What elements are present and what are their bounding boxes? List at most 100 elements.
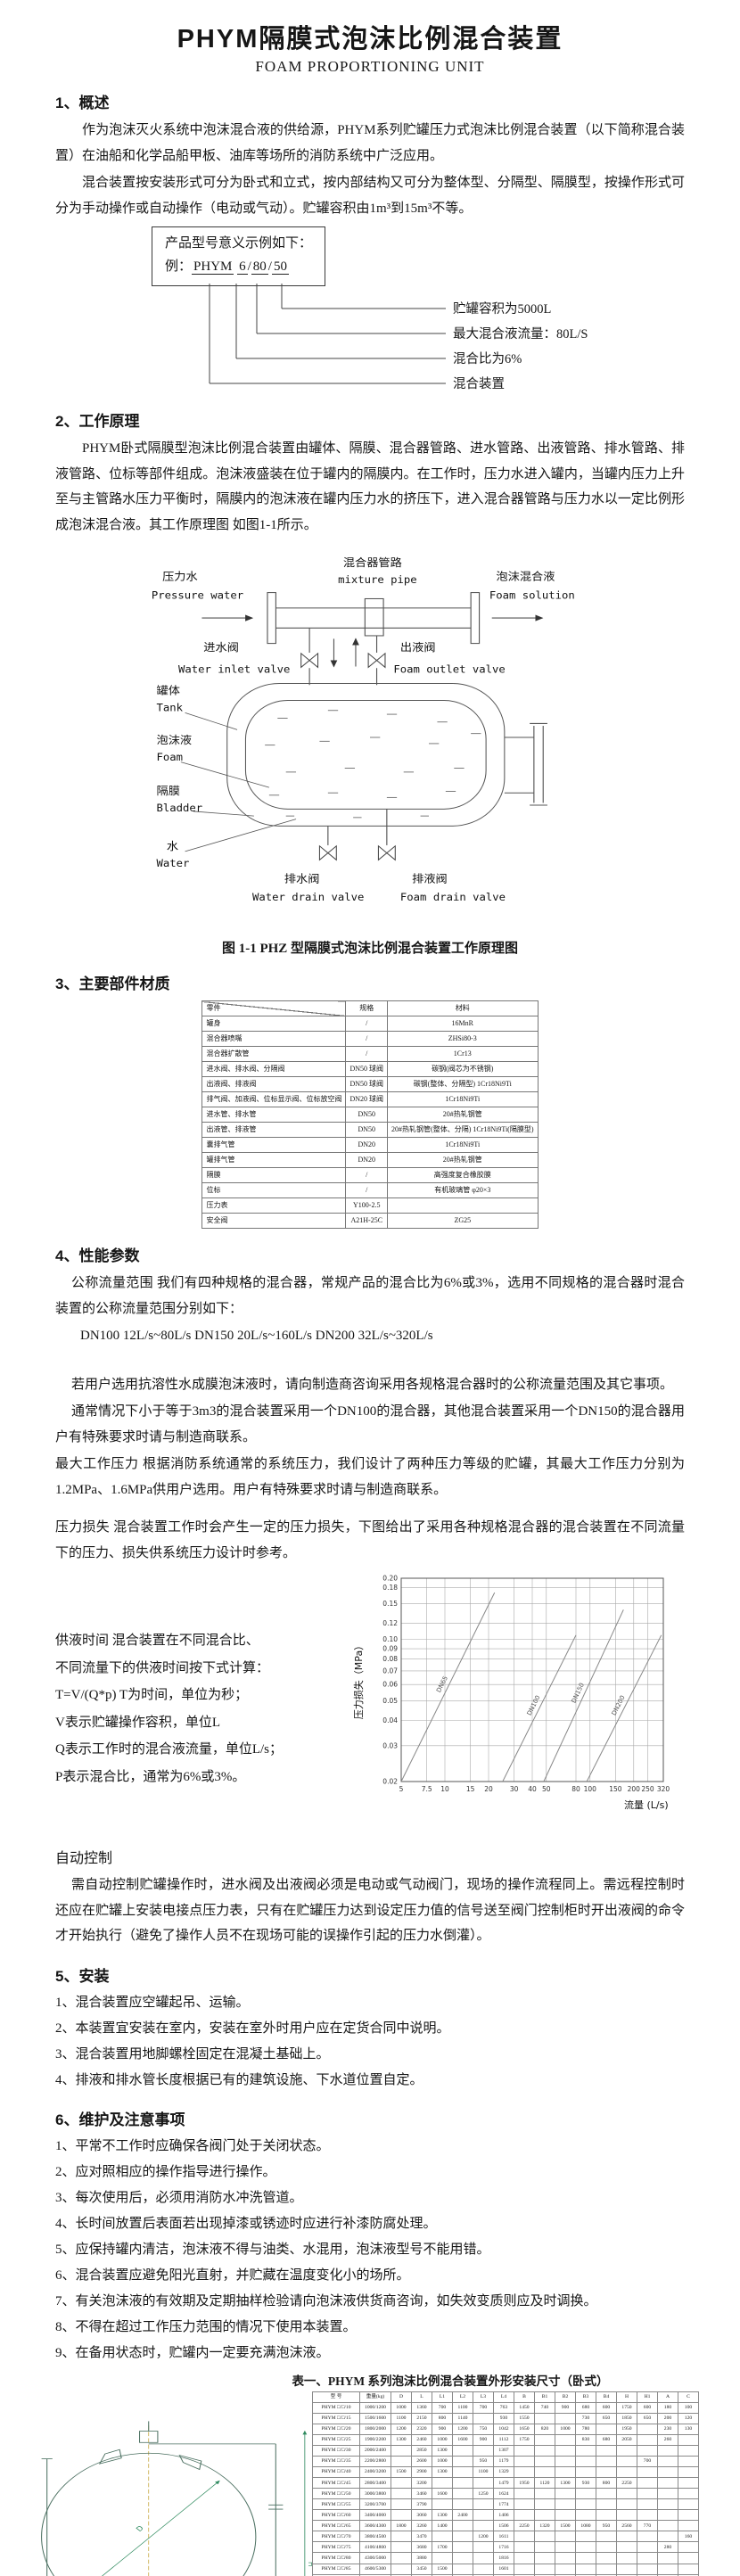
svg-text:80: 80 — [571, 1785, 580, 1793]
maintenance-list: 1、平常不工作时应确保各阀门处于关闭状态。 2、应对照相应的操作指导进行操作。 3、… — [55, 2135, 685, 2366]
column-header: B2 — [555, 2391, 576, 2403]
label-mixture-pipe-en: mixture pipe — [338, 574, 417, 586]
table-row: 位标 / 有机玻璃管 φ20×3 — [201, 1182, 539, 1198]
label-bladder-cn: 隔膜 — [157, 785, 181, 796]
horizontal-tank-drawing: D H H1 100 B6 B4 B3 B — [41, 2420, 312, 2576]
figure-caption: 图 1-1 PHZ 型隔膜式泡沫比例混合装置工作原理图 — [221, 942, 519, 956]
foam-outlet-valve-symbol — [367, 652, 378, 669]
column-header: L4 — [493, 2391, 514, 2403]
list-item: 2、应对照相应的操作指导进行操作。 — [55, 2164, 276, 2179]
model-token-volume: 50 — [271, 259, 289, 275]
column-header: B — [514, 2391, 535, 2403]
label-water-inlet-valve-cn: 进水阀 — [203, 642, 239, 654]
table-row: PHYM □/□/55 3200/3700 3790 1774 — [312, 2498, 699, 2511]
model-label-flow: 最大混合液流量：80L/S — [453, 326, 588, 342]
performance-row: 供液时间 混合装置在不同混合比、 不同流量下的供液时间按下式计算： T=V/(Q*p… — [55, 1568, 685, 1831]
foam-drain-valve-symbol — [377, 844, 388, 861]
list-item: 不同流量下的供液时间按下式计算： — [55, 1660, 270, 1675]
label-tank-cn: 罐体 — [157, 685, 181, 696]
table-row: 排气阀、加液阀、位标显示阀、位标放空阀 DN20 球阀 1Cr18Ni9Ti — [201, 1091, 539, 1107]
list-item: 3、混合装置用地脚螺栓固定在混凝土基础上。 — [55, 2046, 330, 2062]
model-token-ratio: 6 — [237, 259, 248, 275]
table1-caption: 表一、PHYM 系列泡沫比例混合装置外形安装尺寸（卧式） — [292, 2374, 609, 2388]
table-row: 出液管、排液管 DN50 20#热轧钢管(整体、分隔) 1Cr18Ni9Ti(隔膜型… — [201, 1122, 539, 1138]
svg-text:0.05: 0.05 — [382, 1697, 398, 1705]
svg-text:0.20: 0.20 — [382, 1575, 398, 1583]
table-row: PHYM □/□/10 1000/1200 1000 1360 700 1100 700 76… — [312, 2401, 699, 2414]
table-row: 安全阀 A21H-25C ZG25 — [201, 1213, 539, 1229]
foam-leader — [180, 761, 269, 788]
column-header: 零件 — [201, 1000, 347, 1016]
label-foam-solution-en: Foam solution — [489, 589, 575, 601]
model-leader-lines: 贮罐容积为5000L 最大混合液流量：80L/S 混合比为6% 混合装置 — [209, 284, 588, 391]
series-label: DN100 — [526, 1694, 542, 1716]
table-row: PHYM □/□/20 1800/2000 1200 2320 900 1200 750 10… — [312, 2423, 699, 2435]
table-row: PHYM □/□/50 3000/3800 3460 1600 1250 1624 — [312, 2488, 699, 2500]
label-foam-drain-valve-cn: 排液阀 — [412, 873, 448, 885]
label-water-drain-valve-en: Water drain valve — [252, 892, 364, 903]
svg-text:D: D — [134, 2523, 145, 2532]
svg-text:0.02: 0.02 — [382, 1778, 398, 1786]
list-item: T=V/(Q*p) T为时间，单位为秒； — [55, 1688, 249, 1702]
label-mixture-pipe-cn: 混合器管路 — [343, 556, 402, 569]
mixer-block — [364, 597, 384, 637]
table-row: 出液阀、排液阀 DN50 球阀 碳钢(整体、分隔型) 1Cr18Ni9Ti — [201, 1076, 539, 1092]
performance-p6: 压力损失 混合装置工作时会产生一定的压力损失，下图给出了采用各种规格混合器的混合… — [55, 1520, 685, 1560]
table-row: PHYM □/□/15 1500/1600 1100 2150 800 1140 930 15… — [312, 2412, 699, 2424]
svg-text:7.5: 7.5 — [422, 1785, 432, 1793]
overview-paragraph-2: 混合装置按安装形式可分为卧式和立式，按内部结构又可分为整体型、分隔型、隔膜型，按… — [55, 176, 685, 216]
svg-text:200: 200 — [628, 1785, 641, 1793]
svg-text:40: 40 — [528, 1785, 537, 1793]
label-tank-en: Tank — [157, 702, 184, 713]
series-DN100 — [502, 1634, 577, 1782]
svg-text:0.03: 0.03 — [382, 1741, 398, 1749]
table-row: PHYM □/□/75 4100/4800 3680 1700 1716 280 — [312, 2541, 699, 2554]
table-row: 混合器喷嘴 / ZHSi80-3 — [201, 1031, 539, 1047]
table-row: PHYM □/□/25 1900/2200 1300 2460 1000 1600 900 1… — [312, 2433, 699, 2446]
svg-text:0.12: 0.12 — [382, 1619, 398, 1627]
table-row: PHYM □/□/35 2200/2800 2600 1000 950 1179 700 — [312, 2455, 699, 2467]
svg-text:20: 20 — [484, 1785, 493, 1793]
svg-text:0.07: 0.07 — [382, 1667, 398, 1675]
svg-text:0.18: 0.18 — [382, 1584, 398, 1592]
table-row: PHYM □/□/80 4300/5000 3880 1816 — [312, 2552, 699, 2564]
table1: 型 号重量(kg) D L L1 L2 L3 L4 B B1 B2 B3 B4 H H1 A C PHYM □/… — [312, 2391, 699, 2576]
svg-text:250: 250 — [641, 1785, 654, 1793]
installation-list: 1、混合装置应空罐起吊、运输。 2、本装置宜安装在室内，安装在室外时用户应在定货合… — [55, 1991, 685, 2093]
column-header: L2 — [452, 2391, 473, 2403]
column-header: L1 — [432, 2391, 453, 2403]
list-item: 1、平常不工作时应确保各阀门处于关闭状态。 — [55, 2138, 330, 2153]
list-item: 2、本装置宜安装在室内，安装在室外时用户应在定货合同中说明。 — [55, 2020, 450, 2036]
list-item: 4、排液和排水管长度根据已有的建筑设施、下水道位置自定。 — [55, 2072, 423, 2087]
lifting-lug-right — [178, 2454, 202, 2470]
tank-end-view — [41, 2452, 257, 2576]
table-row: 压力表 Y100-2.5 — [201, 1197, 539, 1214]
lifting-lug-left — [98, 2448, 122, 2465]
model-example-line: 例： PHYM 6/80/50 — [165, 259, 289, 275]
list-item: P表示混合比，通常为6%或3%。 — [55, 1769, 246, 1784]
model-example-intro: 产品型号意义示例如下： — [165, 236, 313, 251]
list-item: 9、在备用状态时，贮罐内一定要充满泡沫液。 — [55, 2345, 330, 2360]
water-inlet-valve-symbol — [300, 652, 310, 669]
table-row: 进水阀、排水阀、分隔阀 DN50 球阀 碳钢(阀芯为不锈钢) — [201, 1061, 539, 1077]
table-row: PHYM □/□/60 3400/4000 3060 1300 2400 1406 — [312, 2509, 699, 2522]
label-water-drain-valve-cn: 排水阀 — [284, 873, 320, 885]
page-title: PHYM隔膜式泡沫比例混合装置 — [177, 25, 563, 53]
list-item: 3、每次使用后，必须用消防水冲洗管道。 — [55, 2190, 303, 2205]
column-header: B1 — [534, 2391, 555, 2403]
label-water-cn: 水 — [167, 841, 179, 852]
bladder-shell — [244, 700, 487, 810]
column-header: D — [391, 2391, 412, 2403]
table-row: 罐排气管 DN20 20#热轧钢管 — [201, 1152, 539, 1168]
section-materials-heading: 3、主要部件材质 — [55, 975, 170, 992]
column-header: 规格 — [345, 1000, 389, 1016]
level-gauge-side — [41, 2457, 53, 2576]
column-header: B3 — [575, 2391, 596, 2403]
section-principle-heading: 2、工作原理 — [55, 413, 140, 430]
table-row: PHYM □/□/85 4600/5300 3450 1500 1601 — [312, 2563, 699, 2575]
performance-p3: 若用户选用抗溶性水成膜泡沫液时，请向制造商咨询采用各规格混合器时的公称流量范围及… — [71, 1377, 674, 1392]
label-foam-drain-valve-en: Foam drain valve — [400, 892, 506, 903]
svg-text:50: 50 — [542, 1785, 551, 1793]
list-item: 供液时间 混合装置在不同混合比、 — [55, 1634, 259, 1648]
label-pressure-water-en: Pressure water — [152, 589, 243, 601]
